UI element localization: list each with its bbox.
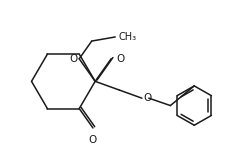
Text: O: O: [89, 135, 97, 145]
Text: O: O: [116, 54, 124, 64]
Text: O: O: [144, 93, 152, 103]
Text: CH₃: CH₃: [118, 32, 136, 42]
Text: O: O: [69, 54, 77, 64]
